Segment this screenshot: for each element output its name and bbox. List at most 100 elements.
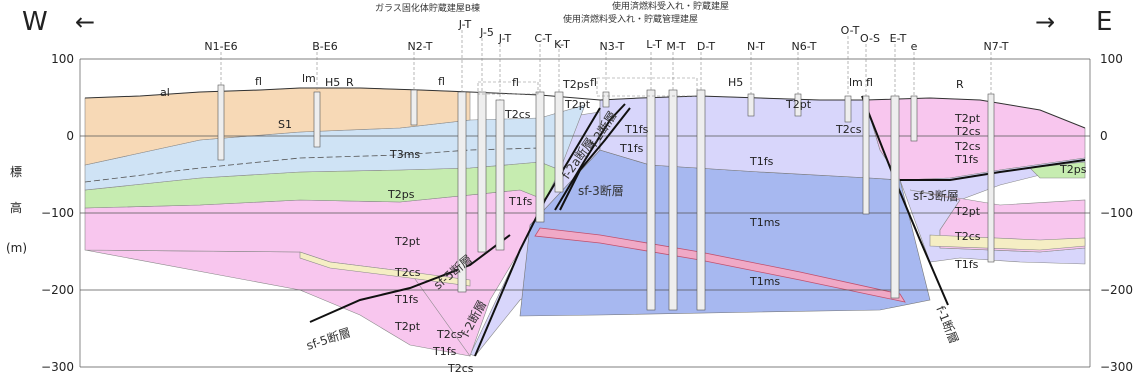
tick-left-m100: −100: [41, 206, 74, 220]
borehole-name: J-5: [479, 26, 494, 39]
tick-right-100: 100: [1100, 52, 1123, 66]
note-vitrified-waste-building: ガラス固化体貯蔵建屋B棟: [375, 2, 480, 14]
borehole-name: J-T: [498, 32, 512, 45]
elevation-grid: [79, 58, 1091, 368]
unit-label: T2cs: [954, 140, 981, 153]
unit-label: T2cs: [436, 328, 463, 341]
unit-labels: S1 T3ms T2ps T2pt T2cs T1fs T2pt T2cs T1…: [278, 78, 1087, 375]
unit-label: T1ms: [749, 216, 780, 229]
fault-sf3-east: [900, 159, 1086, 181]
borehole-name: N7-T: [984, 40, 1009, 53]
surface-label: lm: [302, 72, 316, 85]
unit-t2ps-east: [1029, 161, 1086, 179]
unit-label: T2cs: [504, 108, 531, 121]
ground-surface: [84, 87, 1086, 129]
unit-label: T1fs: [749, 155, 774, 168]
fault-sf3-central: [559, 107, 631, 211]
borehole-name: O-T: [841, 24, 860, 37]
unit-label: T3ms: [389, 148, 420, 161]
borehole-name: D-T: [697, 40, 715, 53]
borehole-columns: [217, 84, 995, 311]
unit-label: T2pt: [394, 235, 421, 248]
tick-left-m200: −200: [41, 283, 74, 297]
unit-label: T1fs: [508, 195, 533, 208]
y-axis-right: 100 0 −100 −200 −300: [1100, 52, 1133, 374]
tick-right-0: 0: [1100, 129, 1108, 143]
fault-label: sf-3断層: [913, 188, 959, 203]
borehole-name: K-T: [554, 38, 570, 51]
surface-label: fl: [438, 75, 445, 88]
surface-label: fl: [512, 76, 519, 89]
unit-label: T2cs: [447, 362, 474, 375]
unit-label: T2ps: [1059, 163, 1087, 176]
borehole-name: E-T: [890, 32, 907, 45]
unit-label: T1fs: [394, 293, 419, 306]
unit-band-t2pt: [534, 227, 906, 303]
unit-label: T1fs: [619, 142, 644, 155]
east-label: E: [1096, 7, 1112, 37]
borehole-name: M-T: [666, 40, 685, 53]
fault-label: sf-3断層: [578, 183, 624, 198]
west-arrow-icon: ←: [75, 8, 95, 36]
borehole-name: N2-T: [408, 40, 433, 53]
y-axis-left: 100 0 −100 −200 −300: [41, 52, 74, 374]
unit-label: T2pt: [564, 98, 591, 111]
west-label: W: [22, 7, 48, 37]
unit-label: T2ps: [562, 78, 590, 91]
unit-label: T1ms: [749, 275, 780, 288]
faults: [309, 95, 1086, 357]
borehole-name: N-T: [747, 40, 765, 53]
fault-f2a: [554, 103, 626, 211]
unit-label: T2cs: [394, 266, 421, 279]
surface-label: R: [346, 76, 354, 89]
fault-label: sf-5断層: [304, 324, 352, 352]
unit-label: T1fs: [954, 153, 979, 166]
unit-label: T2pt: [394, 320, 421, 333]
surface-label: fl: [866, 76, 873, 89]
y-axis-title-char-2: 高: [10, 200, 22, 215]
borehole-name: J-T: [458, 18, 472, 31]
unit-label: T1fs: [432, 345, 457, 358]
tick-left-100: 100: [51, 52, 74, 66]
building-outlines: [477, 77, 698, 97]
borehole-name: N6-T: [792, 40, 817, 53]
surface-label: fl: [255, 75, 262, 88]
y-axis-title-char-1: 標: [10, 165, 22, 179]
borehole-name: B-E6: [312, 40, 337, 53]
unit-label: T2cs: [835, 123, 862, 136]
note-spent-fuel-receiving-building: 使用済燃料受入れ・貯蔵建屋: [612, 0, 729, 12]
tick-right-m300: −300: [1100, 360, 1133, 374]
unit-label: T2cs: [954, 125, 981, 138]
unit-label: T1fs: [624, 123, 649, 136]
borehole-name: N1-E6: [204, 40, 237, 53]
unit-label: T2pt: [785, 98, 812, 111]
surface-label: H5: [325, 76, 340, 89]
tick-left-m300: −300: [41, 360, 74, 374]
tick-right-m200: −200: [1100, 283, 1133, 297]
surface-label: al: [160, 86, 170, 99]
surface-labels: al fl lm H5 R fl fl fl H5 lm fl R: [160, 72, 964, 99]
borehole-name: O-S: [860, 32, 880, 45]
unit-label: T2ps: [387, 188, 415, 201]
borehole-name: e: [911, 40, 918, 53]
unit-label: T2pt: [954, 112, 981, 125]
unit-t2cs-east: [929, 234, 1086, 251]
fault-sf5-left: [309, 234, 511, 323]
surface-label: lm: [849, 76, 863, 89]
y-axis-title: 標 高 (m): [6, 165, 27, 255]
unit-label: S1: [278, 118, 292, 131]
note-spent-fuel-management-building: 使用済燃料受入れ・貯蔵管理建屋: [563, 13, 698, 25]
unit-t2cs-left: [299, 251, 471, 287]
unit-label: T2pt: [954, 205, 981, 218]
building-notes: ガラス固化体貯蔵建屋B棟 使用済燃料受入れ・貯蔵建屋 使用済燃料受入れ・貯蔵管理…: [375, 0, 729, 25]
borehole-names: N1-E6 B-E6 N2-T J-T J-5 J-T C-T K-T N3-T…: [204, 18, 1008, 53]
borehole-name: N3-T: [600, 40, 625, 53]
unit-label: T2cs: [954, 230, 981, 243]
east-arrow-icon: →: [1035, 8, 1055, 36]
fault-label: f-1断層: [933, 304, 962, 346]
fault-f1: [861, 95, 949, 306]
borehole-name: L-T: [646, 38, 662, 51]
y-axis-title-char-3: (m): [6, 241, 27, 255]
